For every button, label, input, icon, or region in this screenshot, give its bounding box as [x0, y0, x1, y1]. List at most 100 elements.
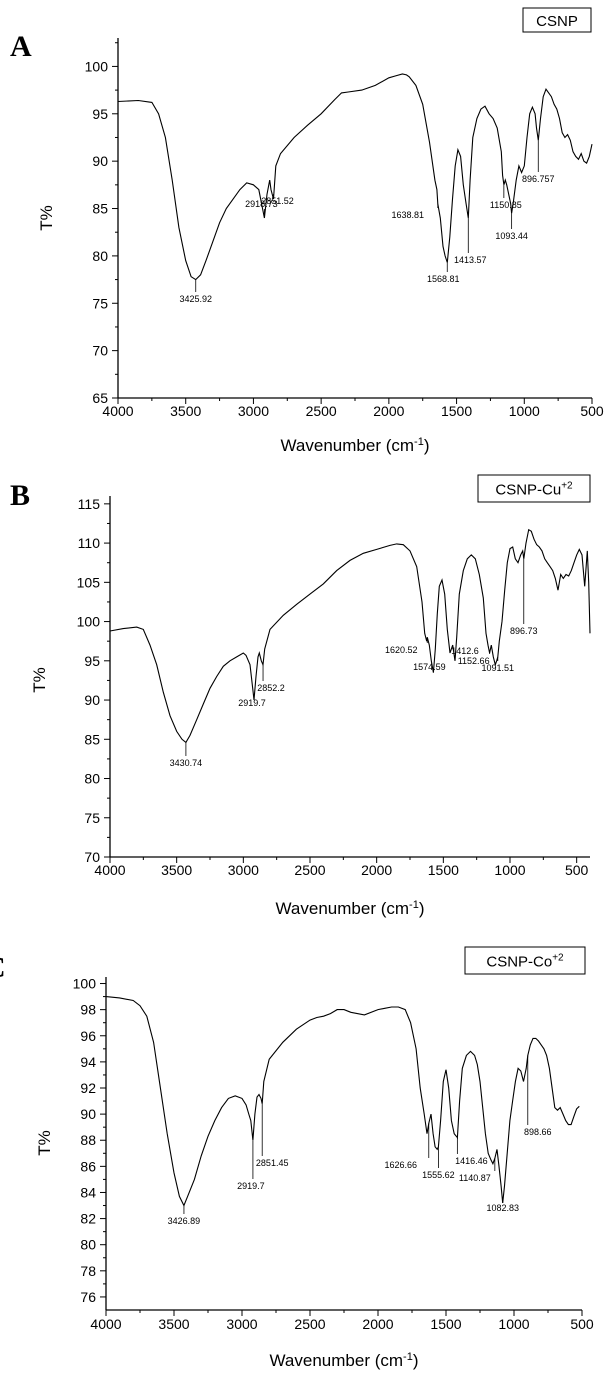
x-tick-label: 500 — [565, 862, 589, 878]
peak-label: 1568.81 — [427, 274, 460, 284]
y-tick-label: 86 — [80, 1158, 96, 1174]
x-axis-title-main: Wavenumber (cm — [276, 899, 410, 918]
peak-label: 896.73 — [510, 626, 538, 636]
y-tick-label: 92 — [80, 1080, 96, 1096]
y-tick-label: 80 — [80, 1237, 96, 1253]
x-tick-label: 3500 — [161, 862, 192, 878]
y-tick-label: 94 — [80, 1054, 96, 1070]
panel-a: A 4000 3500 3000 2500 2000 1500 1000 500 65 70 75 80… — [0, 0, 607, 470]
x-axis-title-end: ) — [413, 1351, 419, 1370]
x-tick-label: 2500 — [306, 403, 337, 419]
peak-label: 1574.59 — [413, 662, 446, 672]
x-axis-title: Wavenumber (cm-1) — [281, 436, 430, 455]
x-tick-label: 500 — [580, 403, 604, 419]
peak-label: 3425.92 — [179, 294, 212, 304]
spectrum-line — [117, 73, 593, 281]
legend-label: CSNP-Cu+2 — [495, 481, 573, 499]
x-tick-label: 1500 — [428, 862, 459, 878]
y-tick-label: 88 — [80, 1132, 96, 1148]
legend-box — [464, 946, 586, 975]
y-tick-label: 80 — [84, 771, 100, 787]
x-axis-title: Wavenumber (cm-1) — [276, 899, 425, 918]
x-axis-title-end: ) — [424, 436, 430, 455]
panel-letter: C — [0, 951, 6, 984]
x-tick-label: 1500 — [430, 1316, 461, 1332]
peak-label: 896.757 — [522, 174, 555, 184]
y-tick-label: 76 — [80, 1289, 96, 1305]
peak-label: 2852.2 — [257, 683, 285, 693]
y-tick-label: 75 — [92, 295, 108, 311]
y-axis-title: T% — [30, 667, 49, 693]
peak-label: 1082.83 — [486, 1203, 519, 1213]
peak-label: 1413.57 — [454, 255, 487, 265]
x-axis-title-superscript: -1 — [414, 436, 424, 448]
legend-label-superscript: +2 — [561, 481, 573, 492]
peak-label: 2918.73 — [245, 199, 278, 209]
y-tick-label: 84 — [80, 1184, 96, 1200]
legend-label-superscript: +2 — [552, 953, 564, 964]
x-tick-label: 4000 — [94, 862, 125, 878]
peak-label: 1093.44 — [495, 231, 528, 241]
x-tick-label: 2500 — [294, 862, 325, 878]
x-tick-label: 1000 — [498, 1316, 529, 1332]
peak-label: 3430.74 — [170, 758, 203, 768]
x-axis-title-superscript: -1 — [409, 899, 419, 911]
peak-label: 1091.51 — [482, 663, 515, 673]
x-tick-label: 3000 — [226, 1316, 257, 1332]
x-axis-title: Wavenumber (cm-1) — [270, 1351, 419, 1370]
y-tick-label: 95 — [84, 653, 100, 669]
x-tick-label: 2000 — [361, 862, 392, 878]
peak-label: 1412.6 — [451, 646, 479, 656]
peak-label: 1555.62 — [422, 1170, 455, 1180]
ftir-chart-csnp-co: C 4000 3500 3000 2500 2000 1500 1000 500 76 78 80 82… — [0, 946, 594, 1370]
ftir-chart-csnp-cu: B 4000 3500 3000 2500 2000 1500 1000 500 70 75 80 85… — [10, 474, 591, 918]
y-tick-label: 105 — [77, 574, 101, 590]
peak-label: 898.66 — [524, 1127, 552, 1137]
x-axis-title-end: ) — [419, 899, 425, 918]
y-tick-label: 78 — [80, 1263, 96, 1279]
peak-label: 3426.89 — [168, 1216, 201, 1226]
ftir-chart-csnp: A 4000 3500 3000 2500 2000 1500 1000 500 65 70 75 80… — [10, 7, 604, 455]
y-tick-label: 95 — [92, 106, 108, 122]
x-tick-label: 4000 — [102, 403, 133, 419]
peak-label: 1626.66 — [385, 1160, 418, 1170]
panel-b: B 4000 3500 3000 2500 2000 1500 1000 500 70 75 80 85… — [0, 470, 607, 945]
spectrum-line — [109, 528, 591, 744]
y-tick-label: 90 — [92, 153, 108, 169]
y-tick-label: 96 — [80, 1028, 96, 1044]
legend-label: CSNP-Co+2 — [486, 953, 564, 971]
y-tick-label: 115 — [78, 496, 101, 512]
x-tick-label: 3500 — [170, 403, 201, 419]
x-axis-title-main: Wavenumber (cm — [281, 436, 415, 455]
y-tick-label: 80 — [92, 248, 108, 264]
legend-box — [477, 474, 591, 503]
x-tick-label: 3500 — [158, 1316, 189, 1332]
y-tick-label: 70 — [92, 343, 108, 359]
y-tick-label: 90 — [80, 1106, 96, 1122]
legend-label-main: CSNP-Cu — [495, 482, 561, 499]
x-tick-label: 2000 — [373, 403, 404, 419]
legend-box — [522, 7, 592, 33]
peak-label: 2919.7 — [238, 698, 266, 708]
x-axis-title-superscript: -1 — [403, 1351, 413, 1363]
x-axis-title-main: Wavenumber (cm — [270, 1351, 404, 1370]
peak-label: 1140.87 — [459, 1173, 491, 1183]
legend-label-main: CSNP-Co — [486, 954, 552, 971]
peak-label: 1152.66 — [458, 656, 490, 666]
y-tick-label: 100 — [77, 614, 101, 630]
peak-label: 1620.52 — [385, 645, 418, 655]
y-tick-label: 100 — [85, 58, 109, 74]
peak-label: 1416.46 — [455, 1156, 488, 1166]
y-tick-label: 75 — [84, 810, 100, 826]
peak-label: 2851.45 — [256, 1158, 289, 1168]
y-tick-label: 90 — [84, 692, 100, 708]
x-tick-label: 3000 — [238, 403, 269, 419]
y-tick-label: 82 — [80, 1211, 96, 1227]
peak-label: 1638.81 — [391, 210, 424, 220]
y-tick-label: 85 — [92, 201, 108, 217]
panel-letter: B — [10, 479, 30, 512]
panel-c: C 4000 3500 3000 2500 2000 1500 1000 500 76 78 80 82… — [0, 945, 607, 1386]
x-tick-label: 3000 — [228, 862, 259, 878]
y-tick-label: 70 — [84, 849, 100, 865]
x-tick-label: 2000 — [362, 1316, 393, 1332]
